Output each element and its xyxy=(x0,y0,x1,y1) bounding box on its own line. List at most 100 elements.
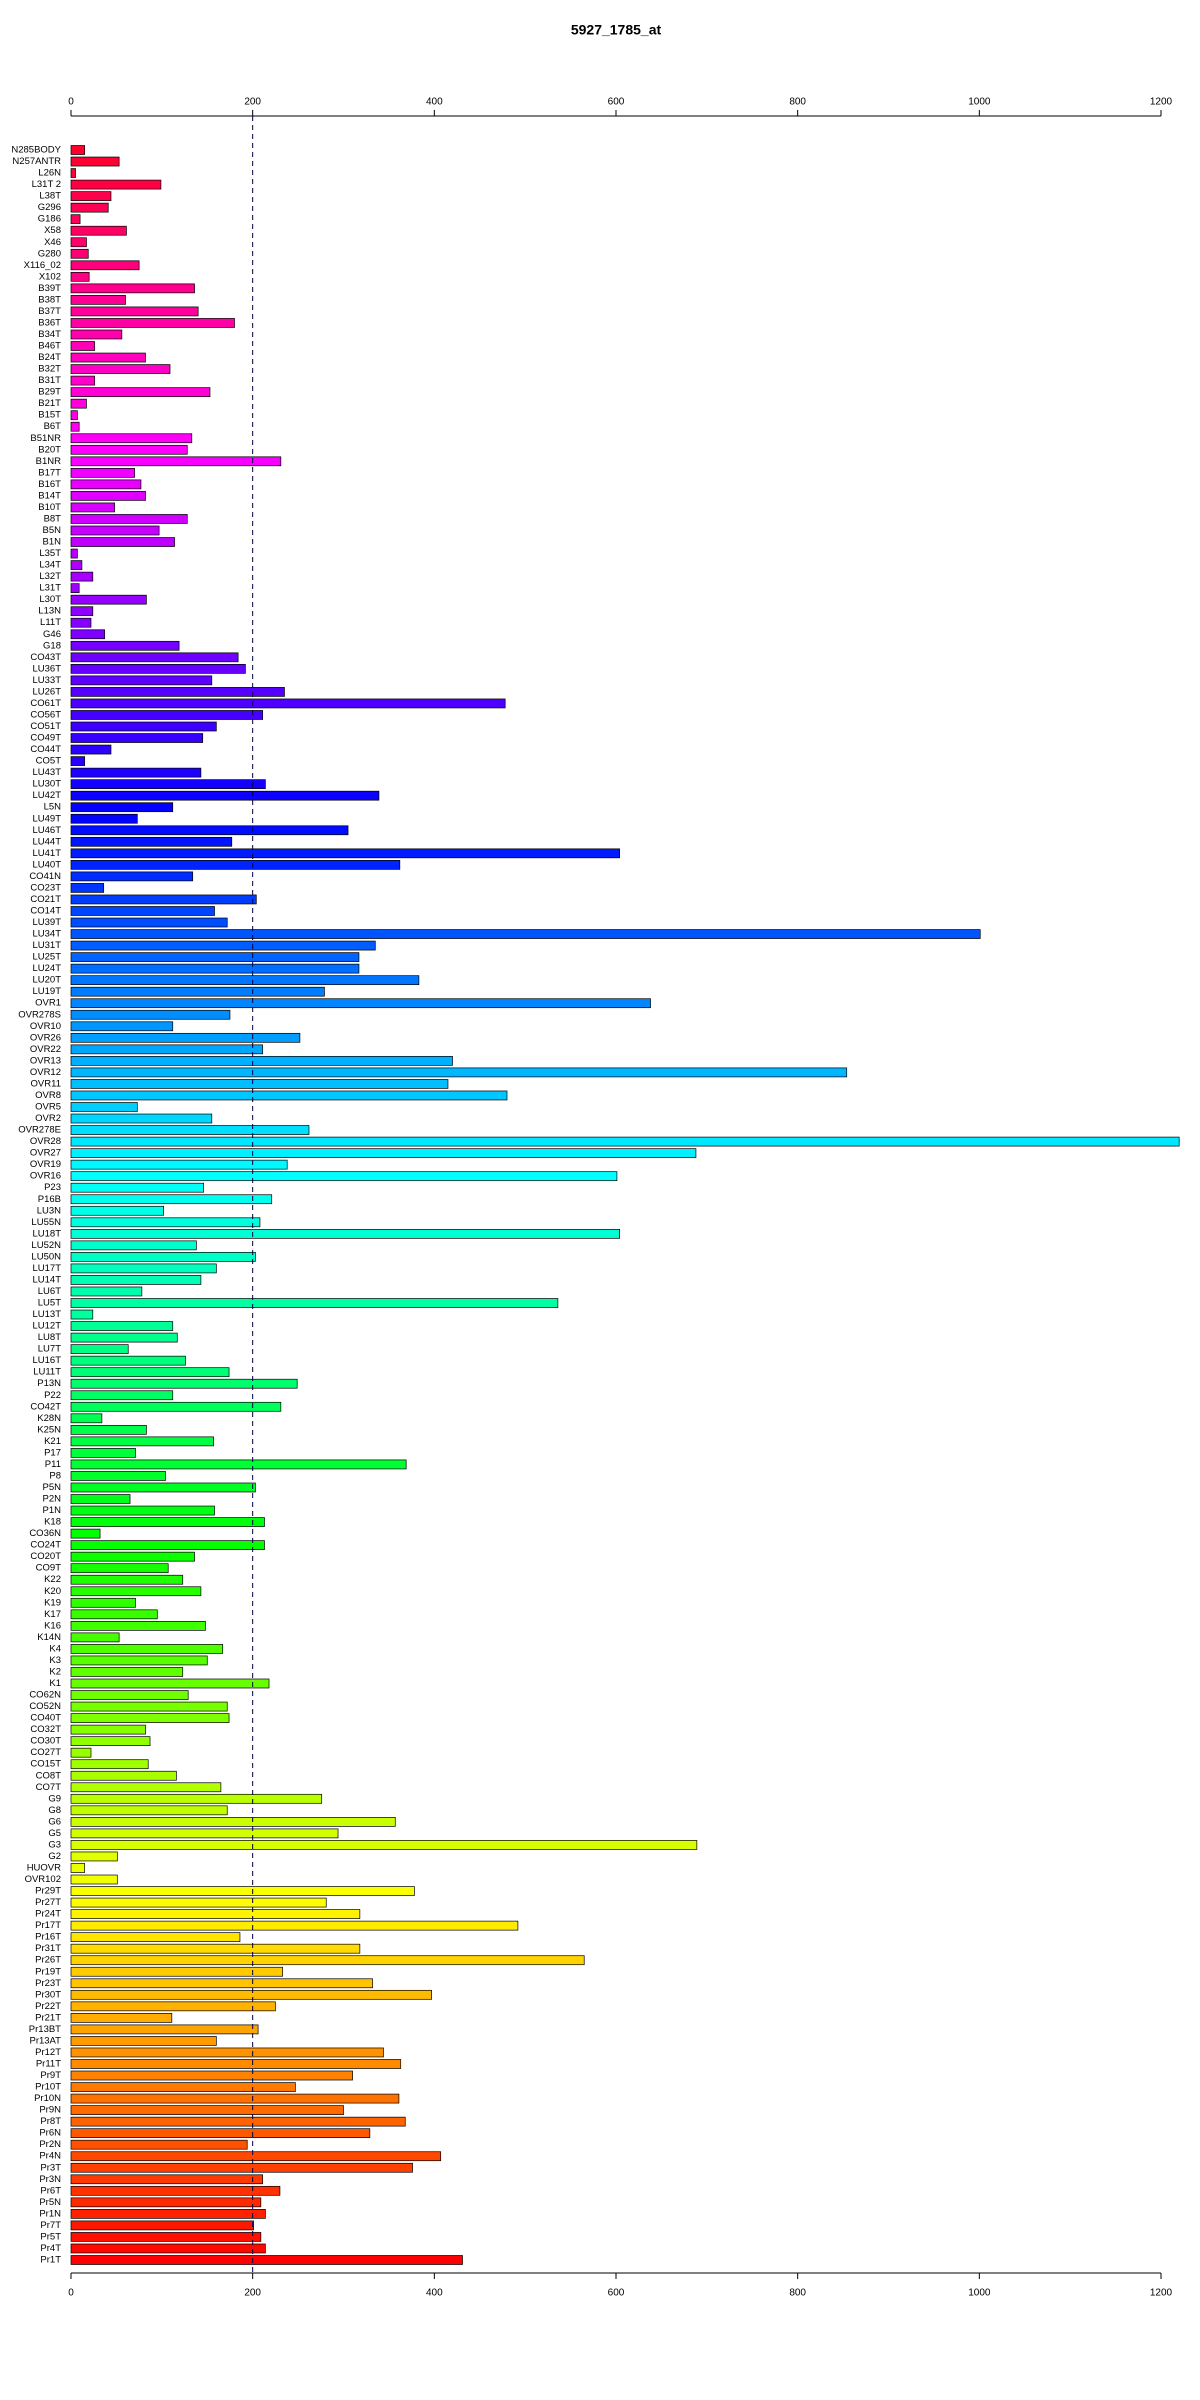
y-tick-label: Pr4N xyxy=(39,2151,61,2162)
x-tick-label: 0 xyxy=(68,97,74,108)
bar xyxy=(70,525,160,536)
bar xyxy=(70,1102,138,1112)
bar xyxy=(70,1252,256,1262)
y-tick-label: Pr7T xyxy=(40,2220,61,2231)
y-tick-label: CO36N xyxy=(29,1528,61,1539)
y-tick-label: K14N xyxy=(37,1632,61,1643)
bar xyxy=(70,733,204,743)
y-tick-label: Pr11T xyxy=(36,2059,61,2070)
bar xyxy=(70,1159,288,1170)
y-tick-label: OVR22 xyxy=(30,1044,61,1055)
y-tick-label: Pr23T xyxy=(35,1978,61,1989)
bar xyxy=(70,514,188,524)
bar xyxy=(70,2243,266,2254)
y-tick-label: K4 xyxy=(49,1643,61,1654)
bar xyxy=(70,1448,136,1458)
y-tick-label: LU14T xyxy=(32,1274,61,1285)
bar xyxy=(70,271,90,282)
bar xyxy=(70,306,199,317)
bar xyxy=(70,1125,310,1135)
bar xyxy=(70,1471,166,1481)
bar xyxy=(70,975,420,986)
bar xyxy=(70,1609,158,1620)
bar xyxy=(70,1793,323,1804)
y-tick-label: B16T xyxy=(38,479,61,490)
bar xyxy=(70,571,94,582)
y-tick-label: P2N xyxy=(43,1494,62,1505)
bar xyxy=(70,2139,248,2150)
bar xyxy=(70,1424,147,1435)
bar xyxy=(70,1655,208,1666)
y-tick-label: X46 xyxy=(44,237,61,248)
y-tick-label: L38T xyxy=(39,191,61,202)
y-tick-label: LU39T xyxy=(32,917,61,928)
bar xyxy=(70,1517,265,1527)
bar xyxy=(70,1482,256,1493)
bar xyxy=(70,629,105,640)
bar xyxy=(70,2162,413,2173)
bar xyxy=(70,698,506,709)
y-tick-label: Pr10N xyxy=(34,2093,61,2104)
bar xyxy=(70,883,105,893)
bar xyxy=(70,1494,131,1504)
bar xyxy=(70,986,325,997)
y-tick-label: LU5T xyxy=(38,1298,61,1309)
bar xyxy=(70,410,78,421)
bar xyxy=(70,1401,282,1412)
y-tick-label: LU43T xyxy=(32,767,61,778)
bar xyxy=(70,871,194,882)
y-tick-label: LU40T xyxy=(32,859,61,870)
bar xyxy=(70,652,239,663)
y-tick-label: CO27T xyxy=(30,1747,61,1758)
bar xyxy=(70,1782,222,1793)
bar xyxy=(70,202,109,213)
bar xyxy=(70,2047,384,2058)
y-tick-label: CO20T xyxy=(30,1551,61,1562)
y-tick-label: G2 xyxy=(48,1851,61,1862)
bar xyxy=(70,1678,270,1689)
bar xyxy=(70,929,981,939)
y-tick-label: B10T xyxy=(38,502,61,513)
y-tick-label: L13N xyxy=(38,606,61,617)
bar xyxy=(70,1840,698,1850)
bar xyxy=(70,744,112,755)
y-tick-label: L31T 2 xyxy=(32,179,61,190)
y-tick-label: OVR278E xyxy=(18,1125,61,1136)
y-tick-label: OVR26 xyxy=(30,1032,61,1043)
bar xyxy=(70,1667,184,1677)
bar xyxy=(70,2255,463,2265)
y-tick-label: LU44T xyxy=(32,836,61,847)
y-tick-label: Pr24T xyxy=(35,1909,61,1920)
x-tick-label: 1200 xyxy=(1150,2288,1173,2299)
bar xyxy=(70,1009,231,1020)
y-tick-label: LU11T xyxy=(33,1367,61,1378)
y-tick-label: LU36T xyxy=(32,663,61,674)
bar xyxy=(70,2116,406,2127)
y-tick-label: B20T xyxy=(38,444,61,455)
bar xyxy=(70,375,95,386)
bar xyxy=(70,917,228,928)
bar xyxy=(70,664,246,674)
bar xyxy=(70,329,123,340)
bar xyxy=(70,225,127,236)
bar xyxy=(70,479,142,490)
y-tick-label: Pr31T xyxy=(35,1943,61,1954)
bar xyxy=(70,1228,620,1239)
y-tick-label: Pr22T xyxy=(35,2001,61,2012)
bar xyxy=(70,1344,129,1354)
y-tick-label: K18 xyxy=(44,1517,61,1528)
y-tick-label: N257ANTR xyxy=(12,156,61,167)
bar xyxy=(70,2232,262,2242)
y-tick-label: L11T xyxy=(40,617,61,628)
y-tick-label: K21 xyxy=(44,1436,61,1447)
y-tick-label: G18 xyxy=(43,640,61,651)
bar xyxy=(70,1355,186,1366)
y-tick-label: G186 xyxy=(38,214,61,225)
y-tick-label: Pr29T xyxy=(35,1886,61,1897)
bar xyxy=(70,491,146,501)
bar xyxy=(70,2082,296,2092)
y-tick-label: K17 xyxy=(44,1609,61,1620)
bar xyxy=(70,1459,407,1470)
y-tick-label: X102 xyxy=(39,271,61,282)
bar xyxy=(70,295,126,305)
